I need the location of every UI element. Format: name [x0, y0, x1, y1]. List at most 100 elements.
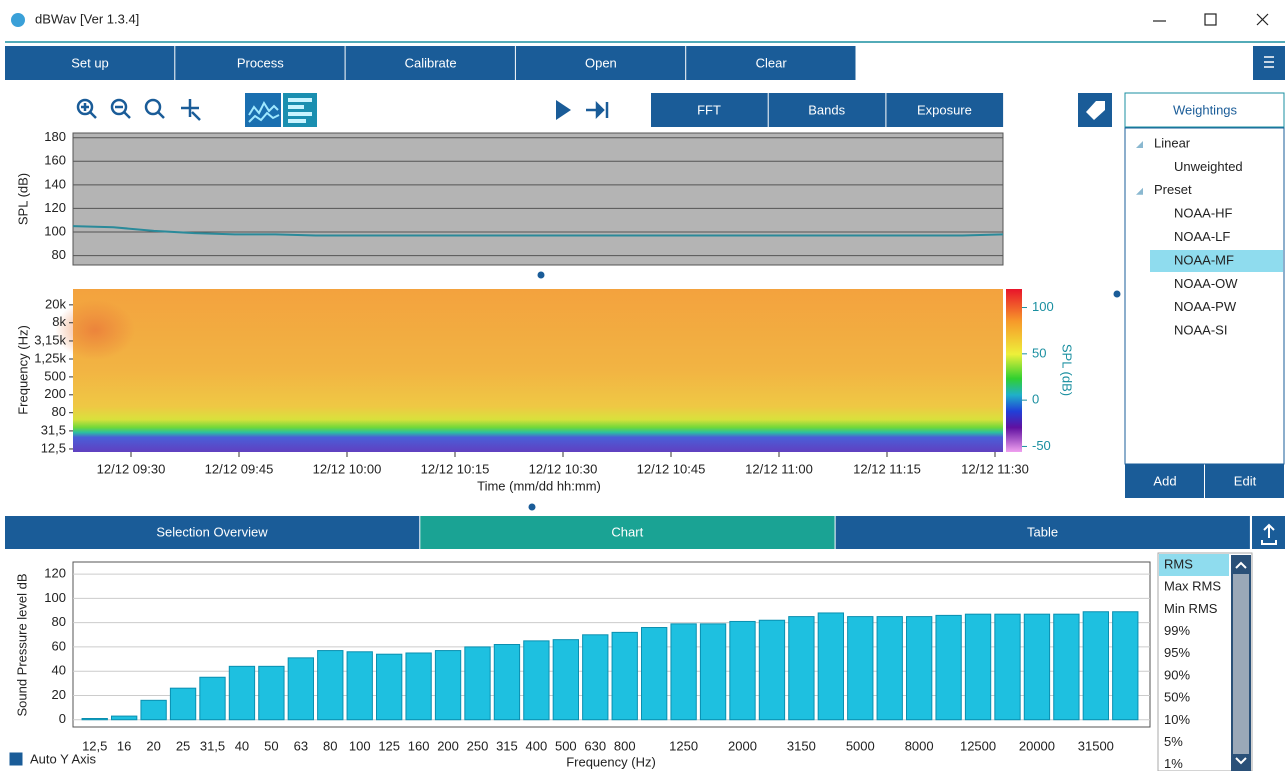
toolbar-label: Clear	[756, 55, 788, 70]
analysis-label: FFT	[697, 102, 721, 117]
y-tick-label: 180	[44, 129, 66, 144]
checkbox[interactable]	[10, 753, 22, 765]
analysis-label: Bands	[808, 102, 845, 117]
bar	[465, 647, 490, 720]
bar	[435, 651, 460, 720]
bar	[1054, 614, 1079, 720]
bar	[141, 700, 166, 719]
bar	[200, 677, 225, 719]
tree-item: NOAA-OW	[1174, 276, 1238, 291]
play-button[interactable]	[556, 100, 571, 120]
bar	[848, 617, 873, 720]
bar	[995, 614, 1020, 720]
bar	[347, 652, 372, 720]
x-tick-label: 12/12 11:30	[961, 461, 1029, 476]
bar	[730, 621, 755, 719]
x-tick-label: 3150	[787, 738, 816, 753]
bar	[759, 620, 784, 719]
toolbar-label: Calibrate	[405, 55, 457, 70]
bar	[583, 635, 608, 720]
toolbar-label: Process	[237, 55, 284, 70]
stat-item: 99%	[1164, 623, 1190, 638]
bar	[82, 719, 107, 720]
window-controls[interactable]	[1153, 14, 1268, 25]
y-axis-label: Frequency (Hz)	[15, 325, 30, 415]
colorbar-tick-label: 0	[1032, 392, 1039, 407]
colorbar-label: SPL (dB)	[1060, 344, 1075, 396]
view-tab-label: Selection Overview	[156, 524, 268, 539]
y-tick-label: 80	[52, 247, 66, 262]
skip-button[interactable]	[586, 102, 607, 118]
bar	[1113, 612, 1138, 720]
y-axis-label: Sound Pressure level dB	[14, 573, 29, 716]
colorbar-tick-label: -50	[1032, 438, 1051, 453]
tree-item: NOAA-PW	[1174, 299, 1237, 314]
bar	[877, 617, 902, 720]
bar	[377, 654, 402, 720]
menu-button[interactable]	[1253, 46, 1285, 80]
zoom-tools[interactable]	[78, 99, 200, 120]
stat-item: 50%	[1164, 690, 1190, 705]
y-tick-label: 100	[44, 223, 66, 238]
y-tick-label: 120	[44, 566, 66, 581]
bar	[612, 632, 637, 719]
x-tick-label: 20000	[1019, 738, 1055, 753]
bar	[288, 658, 313, 720]
bar	[494, 645, 519, 720]
y-tick-label: 1,25k	[34, 350, 66, 365]
x-axis-label: Time (mm/dd hh:mm)	[477, 478, 601, 493]
weighting-button-label: Add	[1153, 473, 1176, 488]
x-tick-label: 800	[614, 738, 636, 753]
stat-item: Max RMS	[1164, 579, 1221, 594]
stat-item: 5%	[1164, 734, 1183, 749]
bar	[700, 624, 725, 720]
x-tick-label: 12/12 11:00	[745, 461, 813, 476]
colorbar-tick-label: 50	[1032, 345, 1046, 360]
bar	[642, 628, 667, 720]
x-tick-label: 250	[467, 738, 489, 753]
page: { "window": {"title": "dBWav [Ver 1.3.4]…	[0, 0, 1285, 771]
bar	[524, 641, 549, 720]
x-tick-label: 63	[294, 738, 308, 753]
stat-item: 90%	[1164, 667, 1190, 682]
bar	[1083, 612, 1108, 720]
x-tick-label: 12/12 11:15	[853, 461, 921, 476]
bar	[170, 688, 195, 720]
x-tick-label: 315	[496, 738, 518, 753]
x-tick-label: 40	[235, 738, 249, 753]
stat-item: 95%	[1164, 645, 1190, 660]
x-tick-label: 12/12 09:30	[97, 461, 166, 476]
x-tick-label: 12/12 10:15	[421, 461, 490, 476]
app-icon	[11, 13, 25, 27]
x-tick-label: 5000	[846, 738, 875, 753]
weighting-button-label: Edit	[1234, 473, 1257, 488]
y-tick-label: 20	[52, 687, 66, 702]
y-tick-label: 20k	[45, 296, 66, 311]
toolbar-label: Open	[585, 55, 617, 70]
tree-group: Linear	[1154, 135, 1191, 150]
stat-item: RMS	[1164, 556, 1193, 571]
colorbar-tick-label: 100	[1032, 299, 1054, 314]
bar	[671, 624, 696, 720]
stat-item: 10%	[1164, 712, 1190, 727]
x-tick-label: 80	[323, 738, 337, 753]
y-tick-label: 500	[44, 368, 66, 383]
y-tick-label: 40	[52, 663, 66, 678]
bar	[112, 716, 137, 720]
y-tick-label: 80	[52, 404, 66, 419]
window-title: dBWav [Ver 1.3.4]	[35, 11, 139, 26]
y-tick-label: 31,5	[41, 422, 66, 437]
bar	[553, 640, 578, 720]
stat-item: Min RMS	[1164, 601, 1218, 616]
checkbox-label: Auto Y Axis	[30, 751, 97, 766]
x-tick-label: 12/12 10:30	[529, 461, 598, 476]
y-tick-label: 200	[44, 386, 66, 401]
x-tick-label: 12,5	[82, 738, 107, 753]
toolbar-label: Set up	[71, 55, 109, 70]
tree-item: NOAA-SI	[1174, 323, 1227, 338]
x-tick-label: 630	[584, 738, 606, 753]
x-tick-label: 12500	[960, 738, 996, 753]
y-tick-label: 0	[59, 711, 66, 726]
scrollbar-thumb[interactable]	[1233, 574, 1249, 754]
x-tick-label: 31500	[1078, 738, 1114, 753]
